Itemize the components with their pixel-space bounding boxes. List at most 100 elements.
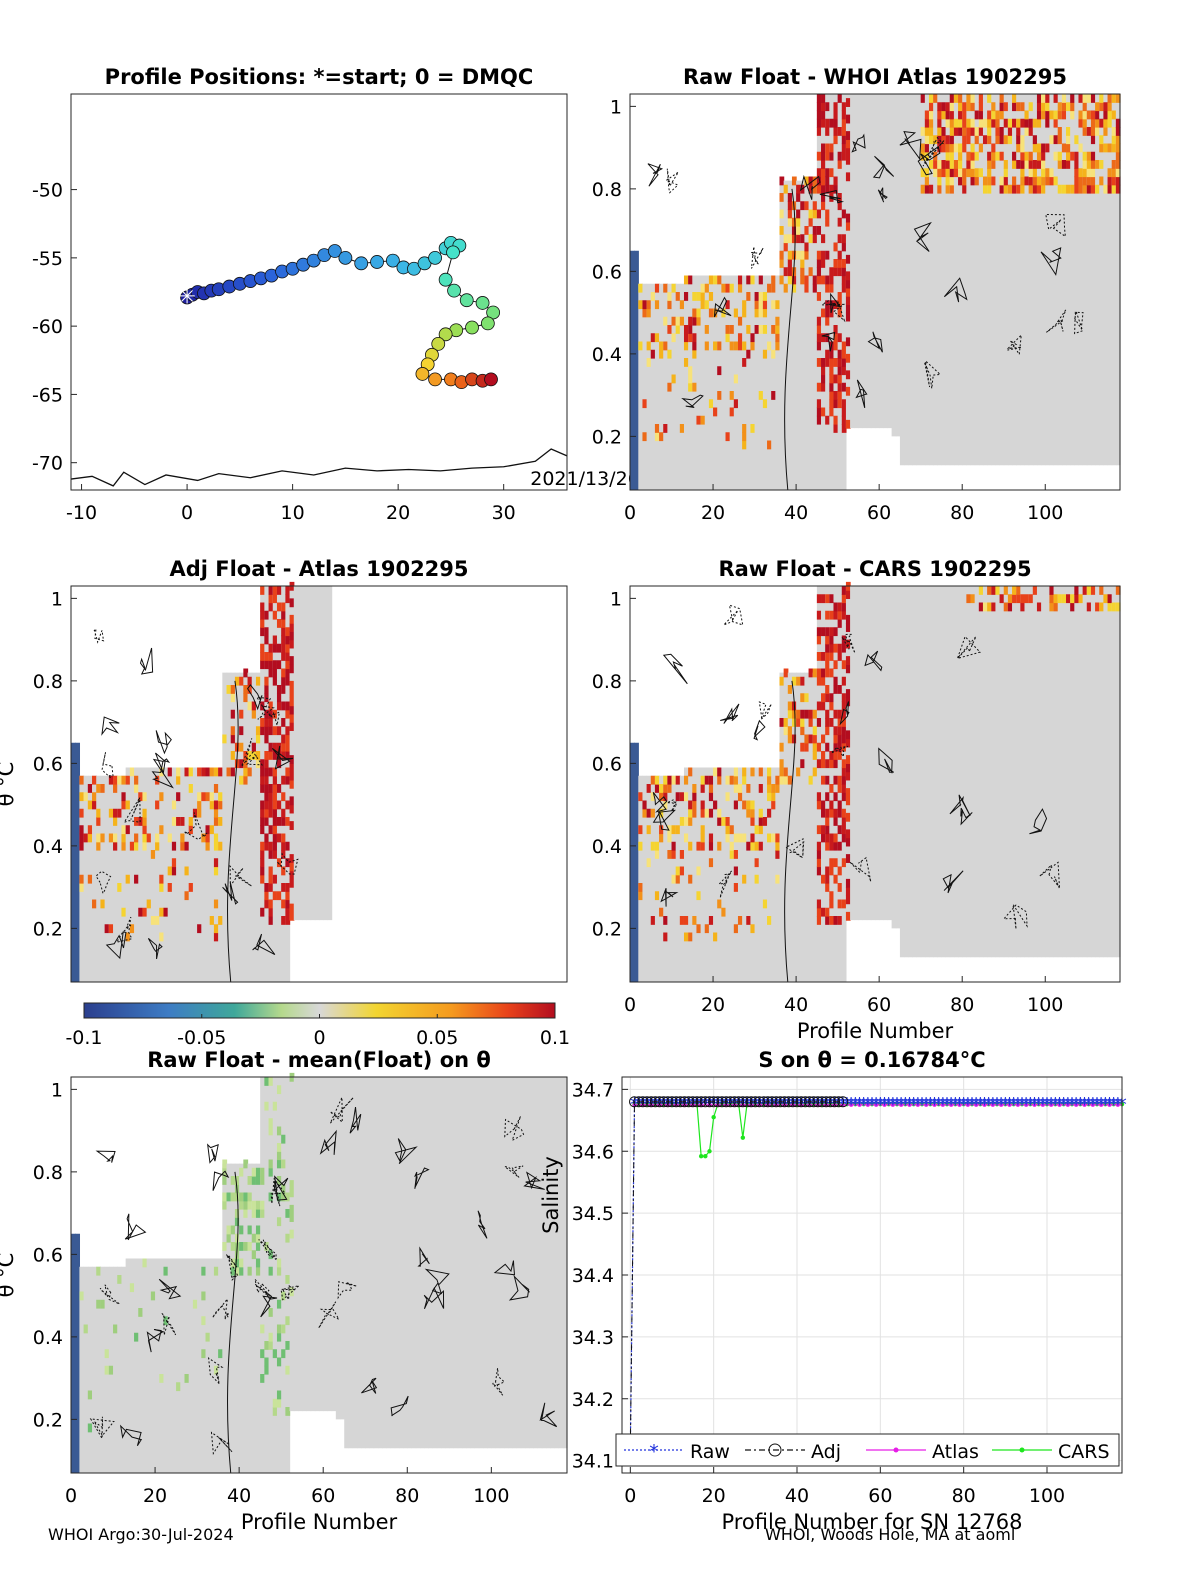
raw-mean-panel-cell xyxy=(276,1192,282,1202)
adj-point xyxy=(812,1096,824,1108)
adj-atlas-panel-cell xyxy=(281,619,286,628)
adj-atlas-panel-cell xyxy=(125,825,131,835)
salinity-panel-xtick-label: 0 xyxy=(624,1485,636,1507)
raw-atlas-panel-cell xyxy=(812,234,818,244)
adj-atlas-panel-cell xyxy=(79,808,85,818)
raw-atlas-panel-cell xyxy=(1090,118,1096,128)
atlas-point xyxy=(957,1102,962,1107)
adj-atlas-panel-contour-main xyxy=(227,680,239,983)
raw-atlas-panel-cell xyxy=(991,160,997,169)
raw-atlas-panel-cell xyxy=(1041,102,1046,112)
raw-atlas-panel-column xyxy=(787,180,793,490)
raw-atlas-panel-cell xyxy=(671,283,677,293)
raw-atlas-panel-column xyxy=(742,275,747,490)
cars-point xyxy=(703,1154,708,1159)
raw-mean-panel-cell xyxy=(272,1407,278,1416)
raw-atlas-panel-contour xyxy=(867,331,883,353)
raw-mean-panel-cell xyxy=(205,1332,211,1342)
raw-atlas-panel-cell xyxy=(837,234,843,244)
raw-atlas-panel-cell xyxy=(737,283,743,293)
raw-cars-panel-cell xyxy=(825,833,830,843)
raw-atlas-panel-cell xyxy=(804,226,810,235)
raw-point: * xyxy=(1009,1094,1019,1116)
raw-cars-panel-contour xyxy=(662,653,688,685)
raw-cars-panel-cell xyxy=(829,751,835,760)
raw-atlas-panel-cell xyxy=(833,176,839,186)
raw-cars-panel-cell xyxy=(638,883,644,892)
raw-mean-panel-cell xyxy=(272,1101,278,1111)
raw-mean-panel-column xyxy=(281,1077,286,1473)
raw-cars-panel-cell xyxy=(812,734,818,744)
raw-cars-panel-cell xyxy=(1007,594,1013,604)
raw-mean-panel-cell xyxy=(239,1242,244,1251)
adj-atlas-panel-cell xyxy=(260,775,265,785)
adj-atlas-panel-cell xyxy=(79,833,85,843)
adj-atlas-panel-cell xyxy=(264,817,270,826)
adj-atlas-panel-cell xyxy=(230,726,236,736)
raw-cars-panel-cell xyxy=(717,808,722,818)
raw-atlas-panel-cell xyxy=(833,325,839,334)
adj-atlas-panel-column xyxy=(197,767,202,982)
raw-atlas-panel-column xyxy=(1024,94,1030,466)
raw-atlas-panel-cell xyxy=(1036,94,1042,103)
raw-mean-panel-xtick-label: 0 xyxy=(65,1485,77,1507)
raw-atlas-panel-contour xyxy=(819,189,845,204)
raw-atlas-panel-cell xyxy=(825,275,830,285)
adj-atlas-panel-cell xyxy=(264,784,270,793)
raw-atlas-panel-cell xyxy=(800,275,806,285)
raw-atlas-panel-cell xyxy=(970,168,976,178)
raw-atlas-panel-column xyxy=(1090,94,1096,466)
raw-mean-panel-contour xyxy=(423,1286,445,1310)
raw-atlas-panel-cell xyxy=(688,366,693,376)
raw-point: * xyxy=(1017,1094,1027,1116)
raw-cars-panel-cell xyxy=(791,734,797,744)
raw-cars-panel-cell xyxy=(825,775,830,785)
raw-cars-panel-cell xyxy=(688,932,693,942)
adj-atlas-panel-column xyxy=(92,775,97,982)
raw-cars-panel-cell xyxy=(754,841,760,851)
raw-point: * xyxy=(951,1094,961,1116)
adj-atlas-panel-cell xyxy=(197,924,202,934)
raw-mean-panel-column xyxy=(255,1163,261,1473)
adj-atlas-panel-cell xyxy=(87,874,93,884)
adj-atlas-panel-column xyxy=(113,775,118,982)
raw-atlas-panel-column xyxy=(941,94,947,466)
raw-cars-panel-cell xyxy=(783,767,789,777)
raw-cars-panel-column xyxy=(692,767,698,982)
raw-mean-panel-cell xyxy=(281,1291,286,1301)
raw-atlas-panel-cell xyxy=(642,399,648,409)
raw-atlas-panel-cell xyxy=(667,325,673,334)
raw-atlas-panel-contour xyxy=(913,221,932,252)
raw-cars-panel-cell xyxy=(829,891,835,901)
adj-atlas-panel-cell xyxy=(268,883,274,892)
raw-atlas-panel-cell xyxy=(924,184,930,194)
raw-atlas-panel-cell xyxy=(733,374,739,384)
raw-mean-panel-column xyxy=(293,1077,299,1412)
adj-atlas-panel-cell xyxy=(125,800,131,810)
raw-point: * xyxy=(946,1094,956,1116)
raw-atlas-panel-cell xyxy=(841,151,847,161)
raw-atlas-panel-cell xyxy=(974,168,980,178)
adj-atlas-panel-cell xyxy=(281,610,286,620)
raw-atlas-panel-cell xyxy=(941,127,947,136)
raw-mean-panel-column xyxy=(201,1258,207,1473)
track-point xyxy=(385,253,400,268)
raw-atlas-panel-cell xyxy=(987,151,992,161)
raw-atlas-panel-cell xyxy=(1103,118,1109,128)
raw-cars-panel-cell xyxy=(767,792,772,802)
raw-mean-panel-column xyxy=(96,1266,102,1473)
adj-atlas-panel-cell xyxy=(264,792,270,802)
raw-point: * xyxy=(905,1094,915,1116)
raw-cars-panel-frame xyxy=(629,585,1121,983)
adj-atlas-panel-column xyxy=(108,775,114,982)
salinity-panel-ytick-label: 34.5 xyxy=(572,1203,614,1225)
raw-cars-panel-column xyxy=(1053,586,1059,958)
track-point xyxy=(484,372,498,387)
raw-atlas-panel-cell xyxy=(692,382,698,392)
raw-point: * xyxy=(855,1094,865,1116)
adj-atlas-panel-cell xyxy=(268,726,274,736)
raw-atlas-panel-cell xyxy=(775,316,781,326)
adj-atlas-panel-cell xyxy=(251,742,257,752)
raw-cars-panel-cell xyxy=(841,660,847,670)
adj-atlas-panel-cell xyxy=(260,619,265,628)
